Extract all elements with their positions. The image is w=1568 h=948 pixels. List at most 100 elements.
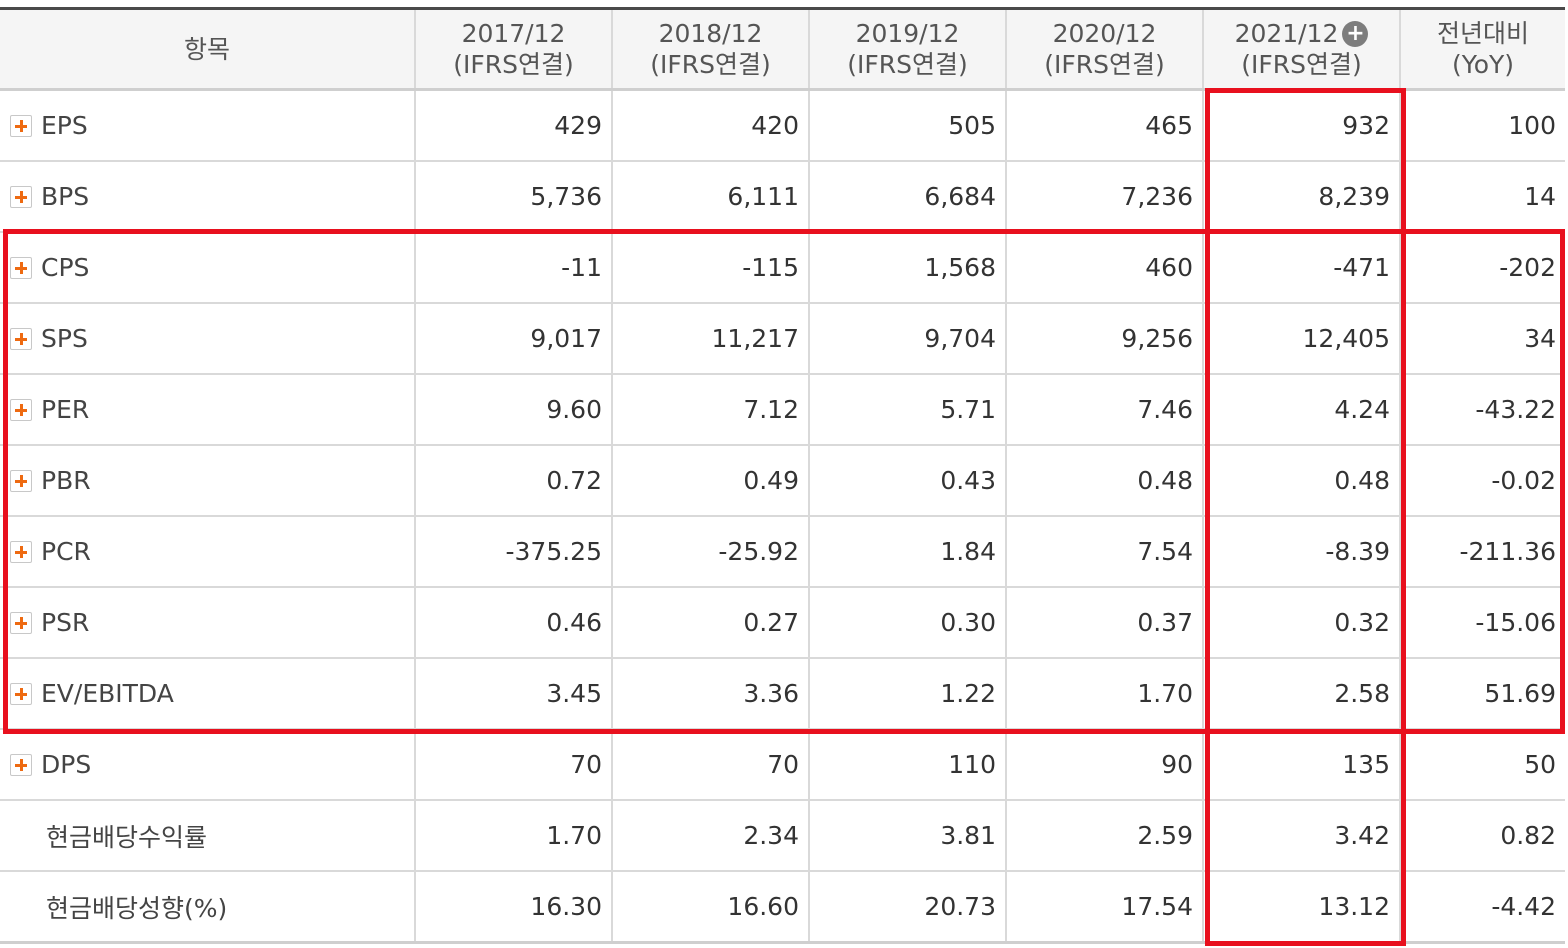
value-cell: 2.34	[611, 800, 809, 872]
expand-plus-icon[interactable]	[10, 114, 32, 137]
value-cell: 6,111	[611, 161, 809, 233]
value-cell: 0.27	[611, 587, 809, 659]
value-cell: 5.71	[808, 374, 1006, 446]
row-label-cell[interactable]: PER	[0, 374, 415, 446]
row-label-cell: 현금배당성향(%)	[0, 871, 415, 944]
value-cell: 2.59	[1005, 800, 1203, 872]
value-cell: 0.43	[808, 445, 1006, 517]
value-cell: 3.81	[808, 800, 1006, 872]
header-basis: (IFRS연결)	[847, 50, 968, 79]
row-label-cell[interactable]: SPS	[0, 303, 415, 375]
value-cell: 5,736	[414, 161, 612, 233]
expand-plus-icon[interactable]	[10, 398, 32, 421]
value-cell: 1.70	[414, 800, 612, 872]
expand-plus-icon[interactable]	[10, 327, 32, 350]
value-cell: 70	[611, 729, 809, 801]
header-col-yoy: 전년대비 (YoY)	[1399, 8, 1565, 91]
value-cell: 0.30	[808, 587, 1006, 659]
header-period: 2019/12	[855, 19, 960, 48]
row-label-cell[interactable]: PSR	[0, 587, 415, 659]
value-cell: -211.36	[1399, 516, 1565, 588]
value-cell: 0.49	[611, 445, 809, 517]
value-cell: 7,236	[1005, 161, 1203, 233]
value-cell: 505	[808, 89, 1006, 162]
row-label: SPS	[41, 324, 88, 353]
value-cell: 0.72	[414, 445, 612, 517]
row-label-cell[interactable]: CPS	[0, 232, 415, 304]
table-row: PBR 0.72 0.49 0.43 0.48 0.48 -0.02	[0, 445, 1565, 517]
header-period: 전년대비	[1436, 19, 1529, 48]
table-row: BPS 5,736 6,111 6,684 7,236 8,239 14	[0, 161, 1565, 233]
row-label-cell[interactable]: EPS	[0, 89, 415, 162]
header-col-2021: 2021/12 + (IFRS연결)	[1202, 8, 1400, 91]
header-row: 항목 2017/12 (IFRS연결) 2018/12 (IFRS연결) 201…	[0, 8, 1565, 91]
row-label: PER	[41, 395, 90, 424]
table-row: PCR -375.25 -25.92 1.84 7.54 -8.39 -211.36	[0, 516, 1565, 588]
value-cell: 7.46	[1005, 374, 1203, 446]
value-cell: 11,217	[611, 303, 809, 375]
expand-plus-icon[interactable]	[10, 611, 32, 634]
row-label-cell[interactable]: PCR	[0, 516, 415, 588]
row-label: PBR	[41, 466, 91, 495]
row-label: PCR	[41, 537, 91, 566]
value-cell: 14	[1399, 161, 1565, 233]
header-period: 2017/12	[461, 19, 566, 48]
value-cell: 1.22	[808, 658, 1006, 730]
add-column-plus-icon[interactable]: +	[1342, 21, 1369, 47]
row-label: EPS	[41, 111, 88, 140]
financial-ratio-table: 항목 2017/12 (IFRS연결) 2018/12 (IFRS연결) 201…	[0, 7, 1565, 944]
row-label-cell[interactable]: PBR	[0, 445, 415, 517]
value-cell: -115	[611, 232, 809, 304]
value-cell: 9,017	[414, 303, 612, 375]
value-cell: 429	[414, 89, 612, 162]
value-cell: 90	[1005, 729, 1203, 801]
row-label: 현금배당성향(%)	[46, 893, 228, 923]
expand-plus-icon[interactable]	[10, 185, 32, 208]
header-col-2018: 2018/12 (IFRS연결)	[611, 8, 809, 91]
value-cell: 0.48	[1202, 445, 1400, 517]
table-body: EPS 429 420 505 465 932 100 BPS 5,736 6,111 6,684 7…	[0, 89, 1565, 944]
value-cell: -471	[1202, 232, 1400, 304]
value-cell: -8.39	[1202, 516, 1400, 588]
value-cell: 3.45	[414, 658, 612, 730]
table-row: SPS 9,017 11,217 9,704 9,256 12,405 34	[0, 303, 1565, 375]
expand-plus-icon[interactable]	[10, 753, 32, 776]
header-period: 2020/12	[1052, 19, 1157, 48]
value-cell: 8,239	[1202, 161, 1400, 233]
header-col-2020: 2020/12 (IFRS연결)	[1005, 8, 1203, 91]
value-cell: 3.42	[1202, 800, 1400, 872]
header-basis: (IFRS연결)	[1044, 50, 1165, 79]
expand-plus-icon[interactable]	[10, 469, 32, 492]
row-label: CPS	[41, 253, 90, 282]
table-row: EV/EBITDA 3.45 3.36 1.22 1.70 2.58 51.69	[0, 658, 1565, 730]
row-label-cell[interactable]: DPS	[0, 729, 415, 801]
expand-plus-icon[interactable]	[10, 540, 32, 563]
header-basis: (IFRS연결)	[650, 50, 771, 79]
value-cell: 3.36	[611, 658, 809, 730]
value-cell: -25.92	[611, 516, 809, 588]
value-cell: -15.06	[1399, 587, 1565, 659]
value-cell: 0.32	[1202, 587, 1400, 659]
expand-plus-icon[interactable]	[10, 682, 32, 705]
value-cell: 20.73	[808, 871, 1006, 944]
value-cell: 1.70	[1005, 658, 1203, 730]
header-period: 2021/12	[1234, 19, 1339, 48]
value-cell: -375.25	[414, 516, 612, 588]
value-cell: 6,684	[808, 161, 1006, 233]
value-cell: 465	[1005, 89, 1203, 162]
value-cell: 2.58	[1202, 658, 1400, 730]
header-col-2017: 2017/12 (IFRS연결)	[414, 8, 612, 91]
table-row: DPS 70 70 110 90 135 50	[0, 729, 1565, 801]
value-cell: -43.22	[1399, 374, 1565, 446]
row-label-cell[interactable]: BPS	[0, 161, 415, 233]
row-label-cell[interactable]: EV/EBITDA	[0, 658, 415, 730]
value-cell: 4.24	[1202, 374, 1400, 446]
expand-plus-icon[interactable]	[10, 256, 32, 279]
value-cell: 100	[1399, 89, 1565, 162]
table-row: PER 9.60 7.12 5.71 7.46 4.24 -43.22	[0, 374, 1565, 446]
row-label: BPS	[41, 182, 90, 211]
value-cell: 1,568	[808, 232, 1006, 304]
table-row: CPS -11 -115 1,568 460 -471 -202	[0, 232, 1565, 304]
value-cell: 70	[414, 729, 612, 801]
value-cell: 7.12	[611, 374, 809, 446]
